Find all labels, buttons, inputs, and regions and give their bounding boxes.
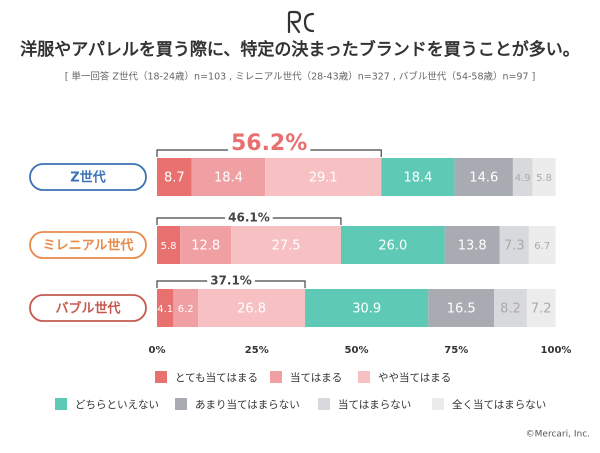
bar-segment [528, 226, 556, 264]
x-tick-label: 50% [345, 345, 369, 356]
value-label: 6.7 [534, 241, 550, 252]
value-label: 8.7 [164, 171, 185, 186]
value-label: 4.1 [157, 304, 173, 315]
legend-swatch [155, 371, 167, 383]
category-pill [29, 163, 147, 191]
value-label: 7.3 [504, 239, 525, 254]
legend-swatch [318, 398, 330, 410]
value-label: 12.8 [191, 239, 220, 254]
legend-swatch [432, 398, 444, 410]
legend-label: どちらといえない [75, 399, 159, 411]
value-label: 14.6 [469, 171, 498, 186]
category-label: Z世代 [70, 170, 105, 186]
annotation: 37.1% [210, 274, 252, 288]
value-label: 27.5 [272, 239, 301, 254]
bar-segment [512, 158, 533, 196]
bar-segment [231, 226, 341, 264]
bar-segment [499, 226, 529, 264]
legend-swatch [270, 371, 282, 383]
bar-segment [532, 158, 556, 196]
legend-label: 当てはまる [290, 371, 342, 384]
value-label: 7.2 [531, 302, 552, 317]
legend-swatch [175, 398, 187, 410]
bar-segment [494, 289, 527, 327]
chart-title: 洋服やアパレルを買う際に、特定の決まったブランドを買うことが多い。 [20, 39, 579, 60]
bar-segment [180, 226, 232, 264]
bar-segment [526, 289, 556, 327]
annotation-bg [225, 215, 273, 221]
value-label: 6.2 [178, 304, 194, 315]
bar-segment [157, 226, 181, 264]
legend-swatch [55, 398, 67, 410]
value-label: 8.2 [500, 302, 521, 317]
legend-label: あまり当てはまらない [195, 398, 300, 411]
category-pill [29, 231, 147, 259]
chart-subtitle: [ 単一回答 Z世代（18-24歳）n=103 , ミレニアル世代（28-43歳… [65, 71, 536, 83]
value-label: 4.9 [515, 173, 531, 184]
bar-segment [198, 289, 306, 327]
annotation: 56.2% [231, 131, 307, 156]
legend-label: 当てはまらない [338, 398, 411, 411]
annotation-bg [227, 147, 311, 153]
legend-label: やや当てはまる [378, 371, 451, 384]
bar-segment [340, 226, 445, 264]
category-pill [29, 294, 147, 322]
logo [287, 10, 315, 34]
x-tick-label: 0% [149, 345, 166, 356]
bar-segment [157, 289, 174, 327]
value-label: 18.4 [403, 171, 432, 186]
bar-segment [444, 226, 500, 264]
bar-segment [157, 158, 192, 196]
value-label: 26.8 [237, 302, 266, 317]
legend-label: とても当てはまる [175, 371, 258, 384]
x-tick-label: 100% [541, 345, 572, 356]
annotation-bg [207, 278, 255, 284]
bar-segment [265, 158, 382, 196]
x-tick-label: 25% [245, 345, 269, 356]
value-label: 5.8 [161, 241, 177, 252]
annotation: 46.1% [228, 211, 270, 225]
value-label: 26.0 [378, 239, 407, 254]
legend-label: 全く当てはまらない [452, 398, 546, 411]
bar-segment [381, 158, 455, 196]
category-label: バブル世代 [55, 301, 120, 317]
legend-swatch [358, 371, 370, 383]
bar-segment [454, 158, 513, 196]
value-label: 18.4 [214, 171, 243, 186]
bar-segment [173, 289, 199, 327]
value-label: 5.8 [536, 173, 552, 184]
bar-segment [305, 289, 429, 327]
category-label: ミレニアル世代 [43, 238, 134, 254]
bar-segment [428, 289, 495, 327]
copyright: ©Mercari, Inc. [526, 430, 590, 440]
value-label: 13.8 [458, 239, 487, 254]
x-tick-label: 75% [444, 345, 468, 356]
value-label: 30.9 [352, 302, 381, 317]
bar-segment [191, 158, 266, 196]
value-label: 29.1 [309, 171, 338, 186]
value-label: 16.5 [447, 302, 476, 317]
